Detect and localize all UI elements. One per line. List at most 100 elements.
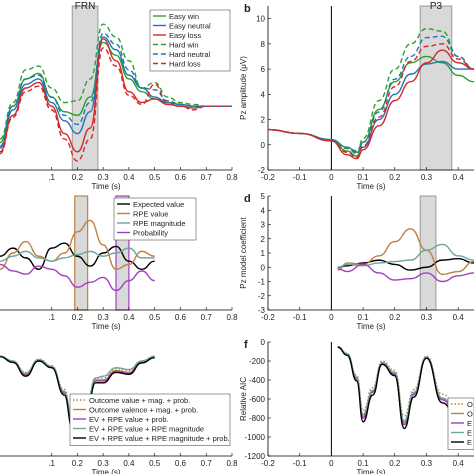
y-tick-label: -600: [249, 395, 266, 404]
x-tick-label: 0.3: [98, 173, 110, 182]
x-tick-label: -0.1: [293, 459, 307, 468]
x-tick-label: 0.2: [389, 173, 401, 182]
x-tick-label: 0.5: [149, 459, 161, 468]
y-tick-label: 2: [261, 235, 266, 244]
legend-label: Outcome value + mag. + prob.: [89, 396, 190, 405]
x-axis-label: Time (s): [91, 468, 120, 474]
y-axis-label: Pz amplitude (μV): [239, 56, 248, 120]
y-tick-label: -1200: [245, 452, 266, 461]
x-tick-label: 0.4: [453, 459, 465, 468]
x-tick-label: .1: [48, 173, 55, 182]
legend-label: EV + RPE value + RPE magnitude + prob.: [89, 434, 230, 443]
x-tick-label: 0.4: [123, 173, 135, 182]
series-line: [0, 32, 232, 148]
analysis-window: [419, 195, 437, 311]
x-tick-label: 0.1: [358, 173, 370, 182]
panel-letter: d: [244, 193, 251, 205]
y-tick-label: -2: [258, 166, 266, 175]
legend-label: Hard loss: [169, 60, 201, 69]
series-line: [0, 219, 155, 270]
x-axis-label: Time (s): [356, 322, 385, 331]
y-tick-label: -1: [258, 278, 266, 287]
legend-label: Hard neutral: [169, 50, 211, 59]
panel-c: [0, 195, 233, 311]
panel-f: [267, 341, 474, 457]
legend-label: O: [467, 410, 473, 419]
x-tick-label: -0.1: [293, 173, 307, 182]
panel-title: FRN: [75, 1, 96, 12]
y-tick-label: 4: [261, 90, 266, 99]
x-tick-label: 0.6: [175, 313, 187, 322]
y-tick-label: -200: [249, 357, 266, 366]
legend-label: Hard win: [169, 41, 199, 50]
x-tick-label: 0: [329, 173, 334, 182]
series-line: [337, 263, 474, 283]
series-line: [337, 228, 474, 276]
legend-label: EV + RPE value + RPE magnitude: [89, 425, 204, 434]
series-line: [0, 247, 155, 262]
y-tick-label: 8: [261, 40, 266, 49]
legend-label: Easy neutral: [169, 22, 211, 31]
x-axis-label: Time (s): [91, 322, 120, 331]
legend-label: RPE value: [133, 210, 168, 219]
legend-box: [69, 393, 231, 446]
x-axis-label: Time (s): [91, 182, 120, 191]
x-tick-label: 0.6: [175, 173, 187, 182]
legend-label: EV + RPE value + prob.: [89, 415, 169, 424]
legend-label: Probability: [133, 229, 168, 238]
x-tick-label: 0.3: [421, 459, 433, 468]
x-tick-label: 0.5: [149, 313, 161, 322]
x-tick-label: 0.7: [201, 313, 213, 322]
panel-b: [267, 5, 474, 171]
x-tick-label: 0.8: [226, 313, 238, 322]
y-tick-label: -3: [258, 306, 266, 315]
panel-letter: f: [244, 339, 248, 351]
legend-box: [149, 9, 231, 72]
legend-label: Easy loss: [169, 31, 201, 40]
series-line: [337, 346, 459, 422]
legend-label: E: [467, 419, 472, 428]
x-tick-label: 0: [329, 313, 334, 322]
y-tick-label: 6: [261, 65, 266, 74]
legend-label: E: [467, 429, 472, 438]
y-tick-label: -1000: [245, 433, 266, 442]
x-tick-label: 0.2: [389, 459, 401, 468]
series-line: [337, 346, 459, 430]
legend-label: Easy win: [169, 12, 199, 21]
y-tick-label: -800: [249, 414, 266, 423]
panel-title: P3: [430, 1, 443, 12]
legend-label: E: [467, 438, 472, 447]
legend-label: Expected value: [133, 200, 184, 209]
x-tick-label: 0.6: [175, 459, 187, 468]
y-tick-label: 0: [261, 263, 266, 272]
x-tick-label: 0.7: [201, 459, 213, 468]
x-tick-label: 0.2: [72, 313, 84, 322]
y-axis-label: Relative AIC: [239, 377, 248, 421]
series-line: [337, 243, 474, 268]
x-tick-label: 0.4: [123, 459, 135, 468]
y-tick-label: -2: [258, 292, 266, 301]
y-tick-label: 4: [261, 206, 266, 215]
legend-label: RPE magnitude: [133, 219, 186, 228]
panel-letter: b: [244, 3, 251, 15]
x-axis-label: Time (s): [356, 182, 385, 191]
y-axis-label: Pz model coefficient: [239, 217, 248, 289]
x-tick-label: 0.4: [453, 313, 465, 322]
series-line: [267, 35, 474, 152]
x-tick-label: -0.2: [261, 173, 275, 182]
x-tick-label: 0.4: [123, 313, 135, 322]
x-axis-label: Time (s): [356, 468, 385, 474]
x-tick-label: 0.3: [98, 459, 110, 468]
x-tick-label: 0.2: [72, 173, 84, 182]
analysis-window: [419, 5, 453, 171]
y-tick-label: 5: [261, 192, 266, 201]
series-line: [337, 257, 474, 271]
panel-e: [0, 355, 233, 457]
analysis-window: [74, 195, 89, 311]
legend-label: Outcome valence + mag. + prob.: [89, 406, 198, 415]
legend-label: O: [467, 400, 473, 409]
x-tick-label: 0.3: [421, 313, 433, 322]
x-tick-label: 0.1: [358, 459, 370, 468]
x-tick-label: 0.7: [201, 173, 213, 182]
